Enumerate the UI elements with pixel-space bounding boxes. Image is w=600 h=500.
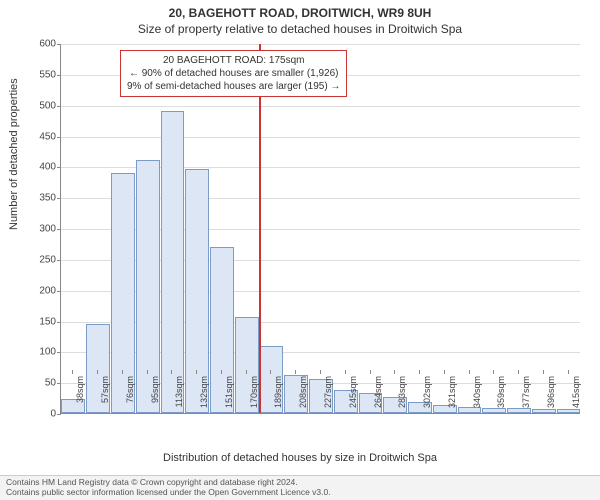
xtick-label: 283sqm: [397, 376, 407, 408]
xtick-mark: [444, 370, 445, 374]
xtick-label: 132sqm: [199, 376, 209, 408]
ytick-label: 200: [16, 285, 56, 296]
xtick-mark: [493, 370, 494, 374]
xtick-mark: [97, 370, 98, 374]
ytick-mark: [57, 291, 61, 292]
xtick-mark: [518, 370, 519, 374]
xtick-label: 38sqm: [75, 376, 85, 403]
ytick-mark: [57, 44, 61, 45]
xtick-label: 321sqm: [447, 376, 457, 408]
histogram-bar: [532, 409, 556, 413]
gridline: [61, 106, 580, 107]
xtick-label: 76sqm: [125, 376, 135, 403]
ytick-label: 350: [16, 193, 56, 204]
ytick-mark: [57, 167, 61, 168]
x-axis-label: Distribution of detached houses by size …: [0, 452, 600, 464]
histogram-bar: [507, 408, 531, 413]
xtick-mark: [246, 370, 247, 374]
xtick-mark: [295, 370, 296, 374]
xtick-mark: [221, 370, 222, 374]
ytick-label: 600: [16, 39, 56, 50]
xtick-mark: [543, 370, 544, 374]
ytick-label: 300: [16, 224, 56, 235]
xtick-mark: [196, 370, 197, 374]
xtick-label: 57sqm: [100, 376, 110, 403]
xtick-label: 302sqm: [422, 376, 432, 408]
xtick-mark: [72, 370, 73, 374]
histogram-bar: [482, 408, 506, 413]
ytick-label: 400: [16, 162, 56, 173]
xtick-mark: [469, 370, 470, 374]
gridline: [61, 44, 580, 45]
ytick-label: 100: [16, 347, 56, 358]
ytick-mark: [57, 352, 61, 353]
ytick-mark: [57, 383, 61, 384]
xtick-label: 415sqm: [571, 376, 581, 408]
xtick-label: 227sqm: [323, 376, 333, 408]
ytick-label: 500: [16, 100, 56, 111]
xtick-label: 340sqm: [472, 376, 482, 408]
footer-attribution: Contains HM Land Registry data © Crown c…: [0, 475, 600, 500]
xtick-label: 245sqm: [348, 376, 358, 408]
xtick-mark: [370, 370, 371, 374]
ytick-mark: [57, 106, 61, 107]
ytick-mark: [57, 414, 61, 415]
xtick-mark: [171, 370, 172, 374]
ytick-label: 50: [16, 378, 56, 389]
ytick-label: 150: [16, 316, 56, 327]
marker-line: [259, 44, 261, 413]
xtick-mark: [345, 370, 346, 374]
chart-subtitle: Size of property relative to detached ho…: [0, 20, 600, 36]
xtick-label: 264sqm: [373, 376, 383, 408]
xtick-label: 170sqm: [249, 376, 259, 408]
xtick-label: 377sqm: [521, 376, 531, 408]
chart-plot-area: 050100150200250300350400450500550600 20 …: [60, 44, 580, 414]
xtick-mark: [568, 370, 569, 374]
ytick-label: 250: [16, 254, 56, 265]
ytick-label: 550: [16, 69, 56, 80]
ytick-label: 450: [16, 131, 56, 142]
xtick-mark: [270, 370, 271, 374]
ytick-mark: [57, 260, 61, 261]
histogram-bar: [161, 111, 185, 413]
ytick-label: 0: [16, 409, 56, 420]
ytick-mark: [57, 198, 61, 199]
ytick-mark: [57, 75, 61, 76]
xtick-label: 189sqm: [273, 376, 283, 408]
xtick-label: 359sqm: [496, 376, 506, 408]
xtick-label: 95sqm: [150, 376, 160, 403]
xtick-label: 113sqm: [174, 376, 184, 407]
marker-annotation: 20 BAGEHOTT ROAD: 175sqm ← 90% of detach…: [120, 50, 347, 97]
xtick-mark: [419, 370, 420, 374]
ytick-mark: [57, 137, 61, 138]
xtick-mark: [320, 370, 321, 374]
xtick-label: 208sqm: [298, 376, 308, 408]
annotation-line1: 20 BAGEHOTT ROAD: 175sqm: [127, 54, 340, 67]
xtick-label: 151sqm: [224, 376, 234, 408]
annotation-line3: 9% of semi-detached houses are larger (1…: [127, 80, 340, 93]
chart-title-address: 20, BAGEHOTT ROAD, DROITWICH, WR9 8UH: [0, 0, 600, 20]
xtick-mark: [394, 370, 395, 374]
annotation-line2: ← 90% of detached houses are smaller (1,…: [127, 67, 340, 80]
ytick-mark: [57, 229, 61, 230]
histogram-bar: [557, 409, 581, 413]
xtick-label: 396sqm: [546, 376, 556, 408]
ytick-mark: [57, 322, 61, 323]
xtick-mark: [122, 370, 123, 374]
xtick-mark: [147, 370, 148, 374]
gridline: [61, 137, 580, 138]
footer-line2: Contains public sector information licen…: [6, 488, 594, 498]
